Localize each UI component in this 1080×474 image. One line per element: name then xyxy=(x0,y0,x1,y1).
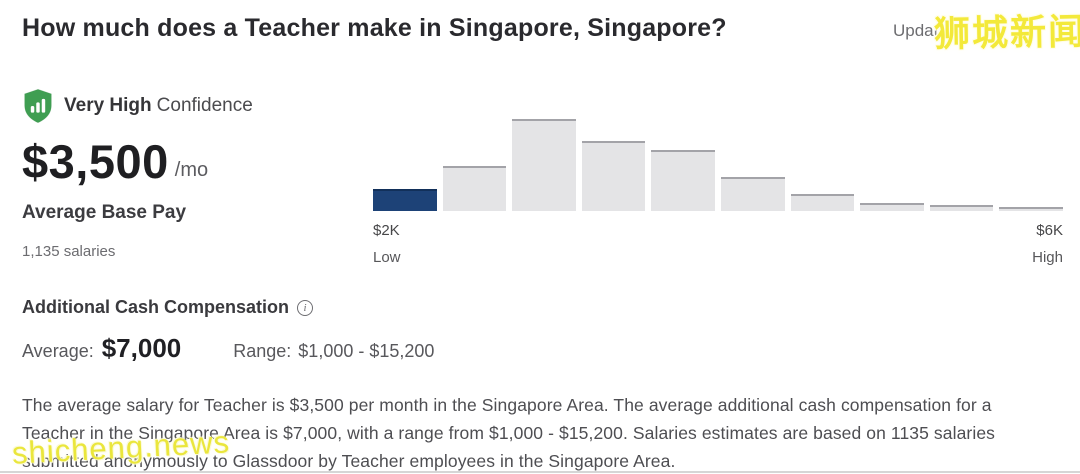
info-icon[interactable]: i xyxy=(297,299,314,316)
bottom-divider xyxy=(0,471,1080,473)
histogram-axis-captions: Low High xyxy=(373,249,1063,266)
page-header: How much does a Teacher make in Singapor… xyxy=(0,0,1080,74)
axis-high-caption: High xyxy=(1032,249,1063,266)
additional-cash-compensation-section: Additional Cash Compensation i Average: … xyxy=(0,266,1080,364)
updated-label: Updated xyxy=(893,21,958,40)
confidence-label: Very High Confidence xyxy=(64,95,253,117)
histogram-bar[interactable] xyxy=(720,177,785,211)
average-base-pay-amount: $3,500 xyxy=(22,135,169,188)
confidence-level: Very High xyxy=(64,95,152,116)
histogram-bar[interactable] xyxy=(581,141,646,211)
histogram-bar[interactable] xyxy=(860,203,924,211)
salary-description: The average salary for Teacher is $3,500… xyxy=(22,395,996,471)
axis-low-caption: Low xyxy=(373,249,401,266)
histogram xyxy=(373,119,1063,211)
confidence-suffix: Confidence xyxy=(156,95,253,116)
histogram-axis-values: $2K $6K xyxy=(373,222,1063,239)
confidence-shield-icon xyxy=(22,88,54,124)
histogram-bar[interactable] xyxy=(373,189,437,211)
per-month-label: /mo xyxy=(174,159,209,181)
histogram-bar[interactable] xyxy=(929,205,994,211)
histogram-bar[interactable] xyxy=(651,150,715,211)
confidence-badge: Very High Confidence xyxy=(22,88,373,124)
acc-range-label: Range: xyxy=(233,341,292,361)
acc-average-label: Average: xyxy=(22,341,94,361)
acc-heading-row: Additional Cash Compensation i xyxy=(22,297,1058,318)
acc-range-value: $1,000 - $15,200 xyxy=(298,341,435,361)
salary-distribution-chart: $2K $6K Low High xyxy=(373,88,1063,266)
histogram-bar[interactable] xyxy=(999,207,1063,211)
axis-low-value: $2K xyxy=(373,222,400,239)
histogram-bar[interactable] xyxy=(512,119,576,211)
salary-summary-section: Very High Confidence $3,500 /mo Average B… xyxy=(0,74,1080,266)
axis-high-value: $6K xyxy=(1036,222,1063,239)
histogram-bar[interactable] xyxy=(442,166,507,211)
page-title: How much does a Teacher make in Singapor… xyxy=(22,14,727,42)
acc-average-value: $7,000 xyxy=(101,333,182,363)
histogram-bar[interactable] xyxy=(790,194,855,211)
acc-values: Average: $7,000 Range: $1,000 - $15,200 xyxy=(22,333,1058,364)
base-pay-panel: Very High Confidence $3,500 /mo Average B… xyxy=(22,88,373,266)
average-base-pay: $3,500 /mo xyxy=(22,134,373,189)
salaries-count: 1,135 salaries xyxy=(22,243,116,260)
acc-heading: Additional Cash Compensation xyxy=(22,297,290,317)
average-base-pay-label: Average Base Pay xyxy=(22,202,187,223)
